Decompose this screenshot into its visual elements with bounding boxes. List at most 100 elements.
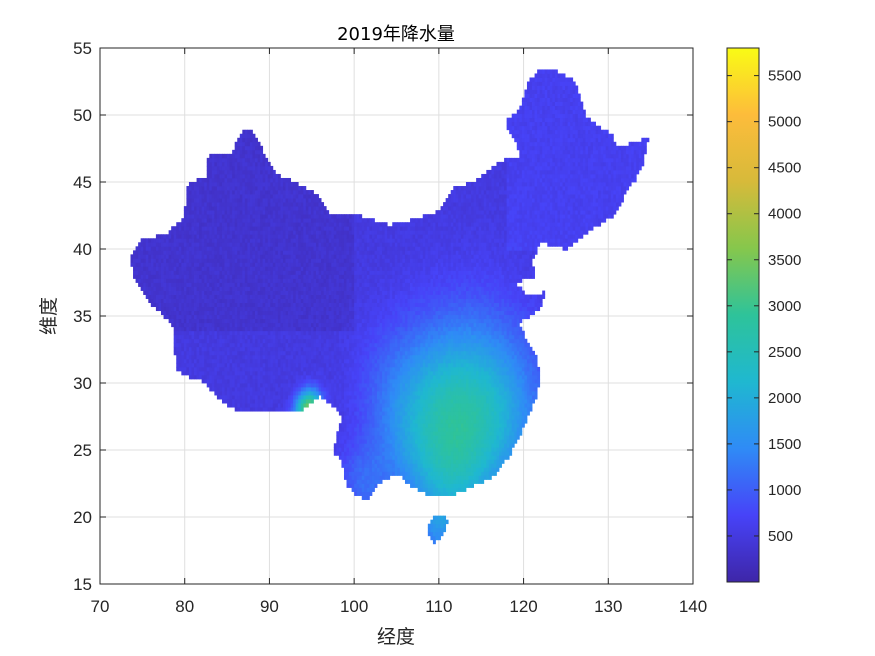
precipitation-cell bbox=[326, 391, 330, 396]
precipitation-cell bbox=[343, 326, 347, 332]
precipitation-cell bbox=[227, 399, 231, 404]
precipitation-cell bbox=[227, 387, 231, 392]
precipitation-cell bbox=[361, 387, 365, 392]
precipitation-cell bbox=[341, 286, 345, 291]
precipitation-cell bbox=[351, 346, 355, 352]
precipitation-cell bbox=[194, 278, 197, 283]
precipitation-cell bbox=[160, 298, 164, 303]
precipitation-cell bbox=[214, 342, 218, 348]
precipitation-cell bbox=[229, 358, 233, 364]
precipitation-cell bbox=[308, 342, 312, 348]
precipitation-cell bbox=[341, 463, 345, 468]
precipitation-cell bbox=[186, 362, 190, 368]
precipitation-cell bbox=[366, 290, 370, 295]
precipitation-cell bbox=[351, 270, 355, 275]
precipitation-cell bbox=[290, 366, 294, 372]
precipitation-cell bbox=[277, 202, 281, 207]
precipitation-cell bbox=[356, 298, 360, 303]
precipitation-cell bbox=[282, 274, 286, 279]
precipitation-cell bbox=[328, 383, 332, 388]
precipitation-cell bbox=[361, 346, 365, 352]
precipitation-cell bbox=[377, 475, 380, 480]
precipitation-cell bbox=[204, 374, 208, 380]
precipitation-cell bbox=[275, 387, 279, 392]
precipitation-cell bbox=[288, 266, 292, 271]
precipitation-cell bbox=[199, 362, 203, 368]
precipitation-cell bbox=[361, 374, 365, 380]
precipitation-cell bbox=[227, 238, 231, 243]
precipitation-cell bbox=[194, 202, 197, 207]
precipitation-cell bbox=[234, 145, 238, 151]
precipitation-cell bbox=[364, 342, 368, 348]
precipitation-cell bbox=[272, 306, 276, 312]
precipitation-cell bbox=[305, 258, 309, 263]
precipitation-cell bbox=[272, 286, 276, 291]
precipitation-cell bbox=[262, 222, 266, 227]
precipitation-cell bbox=[224, 322, 228, 328]
precipitation-cell bbox=[285, 266, 289, 271]
precipitation-cell bbox=[326, 226, 330, 231]
precipitation-cell bbox=[341, 407, 345, 412]
precipitation-cell bbox=[290, 202, 294, 207]
precipitation-cell bbox=[201, 326, 205, 332]
precipitation-cell bbox=[288, 282, 292, 287]
precipitation-cell bbox=[229, 366, 233, 372]
precipitation-cell bbox=[206, 358, 210, 364]
precipitation-cell bbox=[229, 165, 233, 171]
precipitation-cell bbox=[300, 318, 304, 324]
precipitation-cell bbox=[176, 358, 180, 364]
precipitation-cell bbox=[326, 218, 330, 223]
precipitation-cell bbox=[326, 338, 330, 344]
precipitation-cell bbox=[288, 214, 292, 219]
precipitation-cell bbox=[267, 334, 271, 340]
precipitation-cell bbox=[303, 254, 307, 259]
precipitation-cell bbox=[249, 266, 253, 271]
precipitation-cell bbox=[255, 145, 258, 151]
precipitation-cell bbox=[282, 194, 286, 199]
precipitation-cell bbox=[221, 342, 225, 348]
precipitation-cell bbox=[277, 242, 281, 247]
precipitation-cell bbox=[270, 399, 274, 404]
precipitation-cell bbox=[178, 322, 182, 328]
precipitation-cell bbox=[244, 129, 248, 135]
precipitation-cell bbox=[176, 362, 180, 368]
precipitation-cell bbox=[221, 298, 225, 303]
precipitation-cell bbox=[280, 310, 284, 316]
precipitation-cell bbox=[333, 387, 337, 392]
precipitation-cell bbox=[201, 230, 205, 235]
precipitation-cell bbox=[361, 326, 365, 332]
precipitation-cell bbox=[374, 350, 378, 356]
precipitation-cell bbox=[188, 234, 192, 239]
precipitation-cell bbox=[323, 290, 327, 295]
precipitation-cell bbox=[242, 182, 246, 187]
precipitation-cell bbox=[201, 258, 205, 263]
precipitation-cell bbox=[239, 258, 243, 263]
precipitation-cell bbox=[275, 374, 279, 380]
precipitation-cell bbox=[262, 194, 266, 199]
precipitation-cell bbox=[242, 407, 246, 412]
precipitation-cell bbox=[237, 214, 241, 219]
precipitation-cell bbox=[247, 330, 251, 336]
precipitation-cell bbox=[249, 129, 253, 135]
precipitation-cell bbox=[323, 250, 327, 255]
precipitation-cell bbox=[359, 254, 363, 259]
precipitation-cell bbox=[356, 370, 360, 376]
precipitation-cell bbox=[305, 230, 309, 235]
precipitation-cell bbox=[267, 391, 271, 396]
precipitation-cell bbox=[247, 322, 251, 328]
precipitation-cell bbox=[196, 314, 200, 320]
precipitation-cell bbox=[349, 278, 352, 283]
precipitation-cell bbox=[249, 169, 253, 175]
precipitation-cell bbox=[321, 230, 325, 235]
precipitation-cell bbox=[242, 330, 246, 336]
precipitation-cell bbox=[277, 350, 281, 356]
precipitation-cell bbox=[158, 258, 162, 263]
precipitation-cell bbox=[374, 415, 378, 420]
precipitation-cell bbox=[305, 234, 309, 239]
precipitation-cell bbox=[366, 447, 370, 452]
precipitation-cell bbox=[270, 230, 274, 235]
precipitation-cell bbox=[288, 407, 292, 412]
precipitation-cell bbox=[369, 467, 373, 472]
precipitation-cell bbox=[247, 314, 251, 320]
precipitation-cell bbox=[354, 250, 358, 255]
